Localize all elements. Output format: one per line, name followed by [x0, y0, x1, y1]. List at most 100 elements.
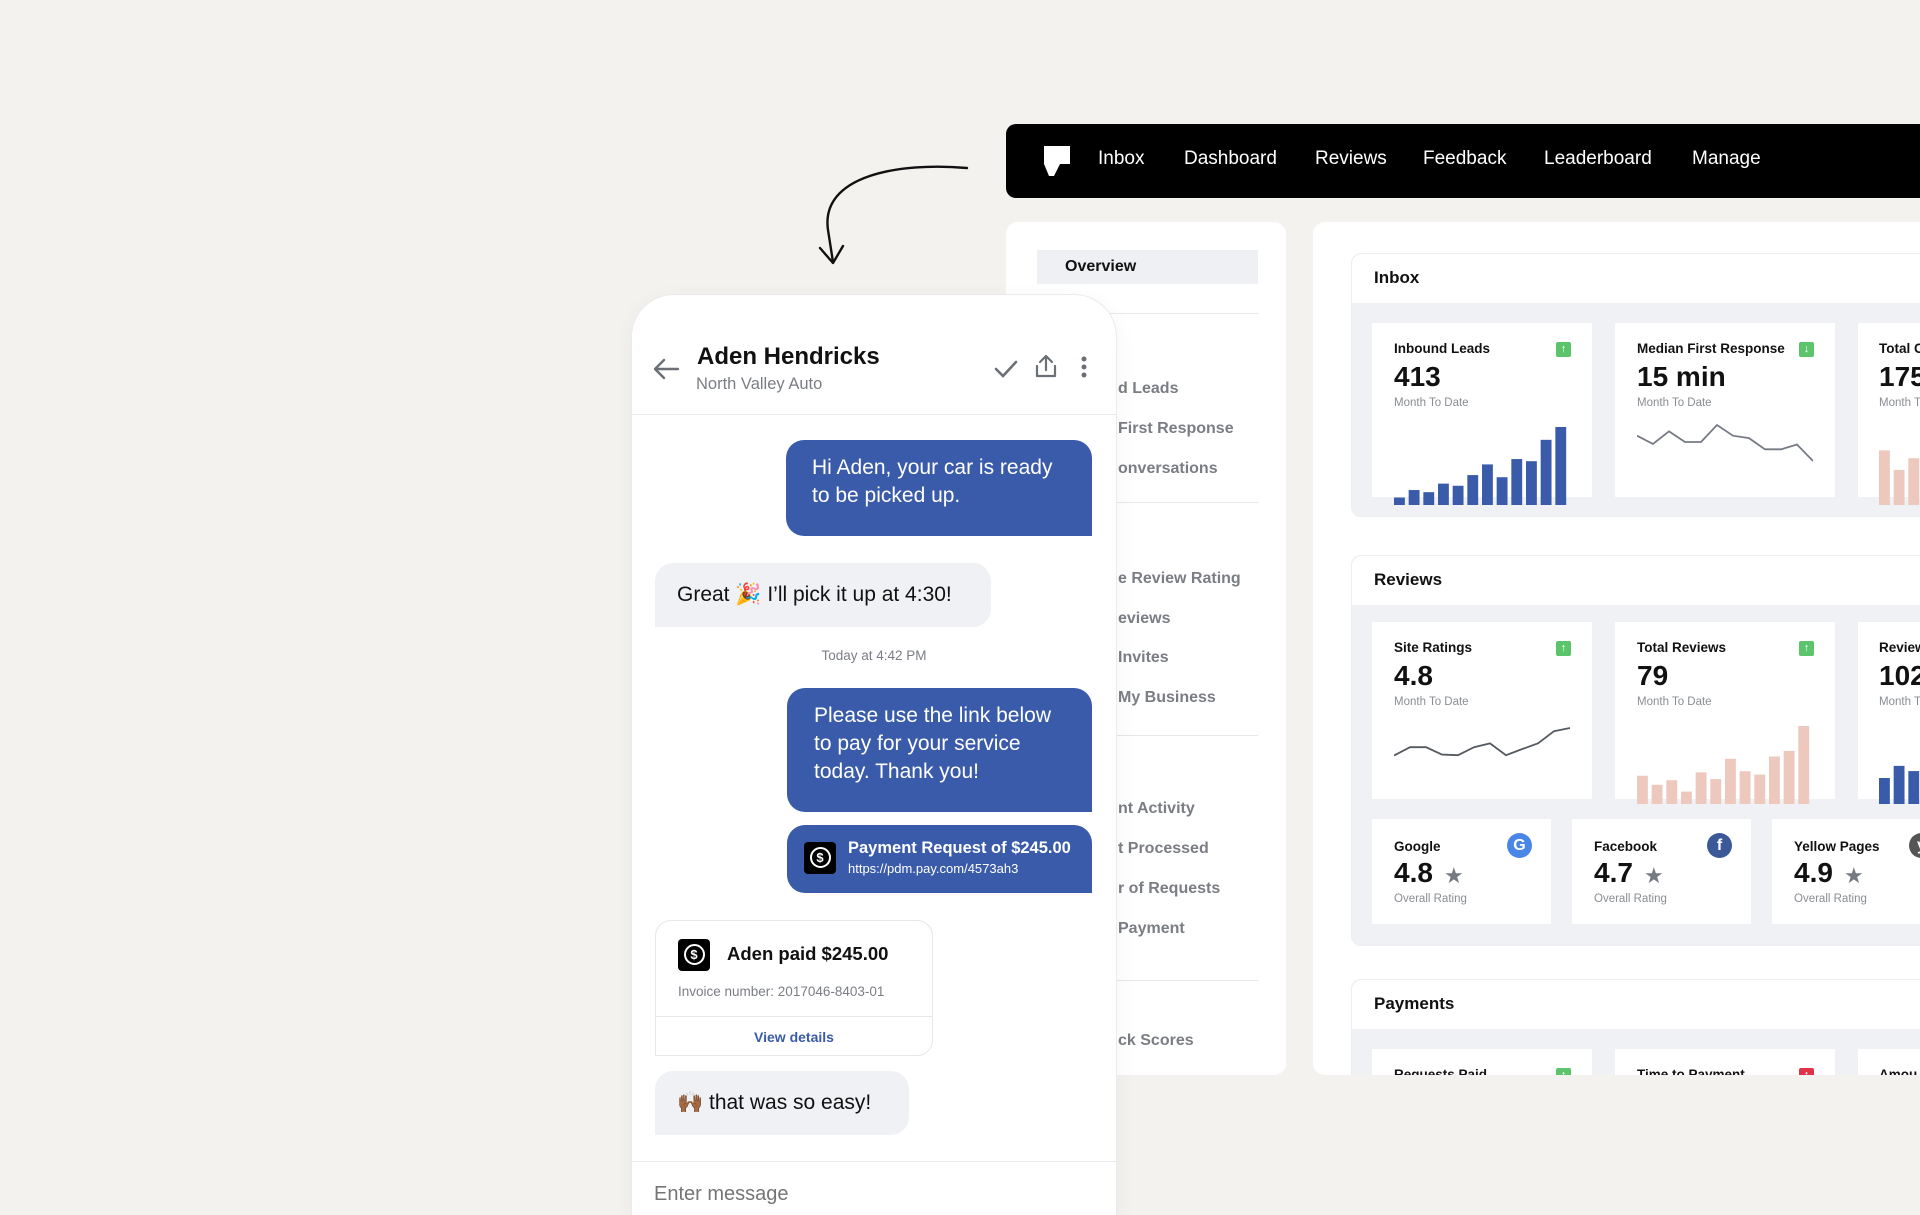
metric-title: Median First Response	[1637, 341, 1785, 356]
sparkline	[1394, 427, 1567, 505]
share-icon[interactable]	[1035, 353, 1057, 379]
spark-bar	[1783, 750, 1795, 804]
spark-bar	[1408, 490, 1420, 505]
view-details-link[interactable]: View details	[754, 1029, 834, 1045]
metric-card-inbound-leads[interactable]: Inbound Leads ↑ 413 Month To Date	[1372, 323, 1592, 505]
spark-bar	[1467, 475, 1479, 505]
podium-logo-icon[interactable]	[1044, 146, 1070, 176]
trend-up-icon: ↑	[1556, 342, 1571, 357]
checkmark-icon[interactable]	[994, 359, 1018, 379]
section-title: Reviews	[1352, 556, 1920, 605]
metric-card-time-to-payment[interactable]: Time to Payment ↑	[1615, 1049, 1835, 1075]
star-icon: ★	[1444, 863, 1464, 888]
message-timestamp: Today at 4:42 PM	[821, 648, 927, 663]
section-title: Inbox	[1352, 254, 1920, 303]
nav-feedback[interactable]: Feedback	[1423, 148, 1507, 169]
divider	[632, 1161, 1116, 1162]
payment-link[interactable]: https://pdm.pay.com/4573ah3	[848, 861, 1019, 876]
spark-bar	[1769, 756, 1780, 804]
sidebar-item[interactable]: My Business	[1118, 689, 1216, 706]
sidebar-item[interactable]: t Processed	[1118, 840, 1209, 857]
spark-bar	[1798, 726, 1810, 804]
rating-card-yellow-pages[interactable]: Yellow Pages y 4.9 ★ Overall Rating	[1772, 819, 1920, 924]
sidebar-item[interactable]: Payment	[1118, 920, 1185, 937]
sidebar-item[interactable]: Invites	[1118, 649, 1169, 666]
metric-card-amount[interactable]: Amou	[1858, 1049, 1920, 1075]
rating-card-google[interactable]: Google G 4.8 ★ Overall Rating	[1372, 819, 1551, 924]
trend-down-icon: ↓	[1799, 342, 1814, 357]
sidebar-item[interactable]: onversations	[1118, 460, 1218, 477]
metric-card-median-first-response[interactable]: Median First Response ↓ 15 min Month To …	[1615, 323, 1835, 497]
payment-request-title: Payment Request of $245.00	[848, 839, 1071, 857]
metric-value: 4.8	[1394, 660, 1433, 691]
spark-bar	[1681, 791, 1692, 804]
sparkline	[1879, 450, 1920, 505]
source-name: Facebook	[1594, 839, 1658, 854]
spark-bar	[1879, 778, 1890, 804]
payment-receipt-card: $ Aden paid $245.00 Invoice number: 2017…	[655, 920, 933, 1056]
sidebar-item[interactable]: e Review Rating	[1118, 570, 1241, 587]
metric-value: 102	[1879, 660, 1920, 691]
curved-arrow-icon	[818, 165, 969, 265]
source-name: Google	[1394, 839, 1441, 854]
nav-dashboard[interactable]: Dashboard	[1184, 148, 1277, 169]
divider	[632, 414, 1116, 415]
metric-card-review-invites[interactable]: Review 102 Month To Date	[1858, 622, 1920, 804]
message-input[interactable]	[654, 1179, 1094, 1209]
spark-bar	[1482, 464, 1493, 505]
metric-card-total-reviews[interactable]: Total Reviews ↑ 79 Month To Date	[1615, 622, 1835, 804]
nav-inbox[interactable]: Inbox	[1098, 148, 1145, 169]
metric-title: Amou	[1879, 1067, 1918, 1075]
divider	[656, 1016, 932, 1017]
metric-subtitle: Month To Date	[1394, 696, 1469, 708]
sidebar-item[interactable]: nt Activity	[1118, 800, 1195, 817]
spark-bar	[1754, 774, 1766, 804]
spark-bar	[1511, 459, 1523, 505]
message-outgoing: Please use the link below to pay for you…	[787, 688, 1092, 812]
rating-card-facebook[interactable]: Facebook f 4.7 ★ Overall Rating	[1572, 819, 1751, 924]
spark-bar	[1394, 497, 1405, 505]
sidebar-item-overview[interactable]: Overview	[1037, 250, 1258, 284]
top-nav-bar: Inbox Dashboard Reviews Feedback Leaderb…	[1006, 124, 1920, 198]
metric-value: 175	[1879, 361, 1920, 392]
nav-manage[interactable]: Manage	[1692, 148, 1761, 169]
metric-card-site-ratings[interactable]: Site Ratings ↑ 4.8 Month To Date	[1372, 622, 1592, 799]
metric-title: Time to Payment	[1637, 1067, 1745, 1075]
metric-card-requests-paid[interactable]: Requests Paid ↑	[1372, 1049, 1592, 1075]
spark-bar	[1695, 772, 1707, 804]
sidebar-item[interactable]: First Response	[1118, 420, 1234, 437]
sidebar-item[interactable]: ck Scores	[1118, 1032, 1194, 1049]
metric-card-total-conversations[interactable]: Total C 175 Month To Date	[1858, 323, 1920, 505]
sidebar-item[interactable]: r of Requests	[1118, 880, 1221, 897]
spark-bar	[1651, 784, 1663, 804]
sidebar-item[interactable]: eviews	[1118, 610, 1171, 627]
metric-subtitle: Month To Date	[1637, 397, 1712, 409]
more-options-icon[interactable]	[1080, 355, 1088, 379]
nav-reviews[interactable]: Reviews	[1315, 148, 1387, 169]
metric-title: Total C	[1879, 341, 1920, 356]
metric-subtitle: Month To Date	[1879, 397, 1920, 409]
yellow-pages-icon: y	[1909, 833, 1920, 858]
source-rating: 4.9	[1794, 857, 1833, 888]
spark-bar	[1452, 485, 1464, 505]
nav-leaderboard[interactable]: Leaderboard	[1544, 148, 1652, 169]
section-title: Payments	[1352, 980, 1920, 1029]
trend-up-icon: ↑	[1799, 1068, 1814, 1075]
sidebar-item[interactable]: d Leads	[1118, 380, 1179, 397]
star-icon: ★	[1644, 863, 1664, 888]
star-icon: ★	[1844, 863, 1864, 888]
spark-bar	[1879, 450, 1890, 505]
source-subtitle: Overall Rating	[1394, 893, 1467, 905]
back-arrow-icon[interactable]	[652, 357, 680, 381]
message-incoming: 🙌🏾 that was so easy!	[655, 1071, 909, 1135]
payment-request-message[interactable]: $ Payment Request of $245.00 https://pdm…	[787, 825, 1092, 893]
chat-phone: Aden Hendricks North Valley Auto Hi Aden…	[632, 295, 1116, 1215]
metric-title: Total Reviews	[1637, 640, 1727, 655]
divider	[1037, 502, 1258, 503]
metric-value: 15 min	[1637, 361, 1726, 392]
sparkline	[1879, 765, 1920, 804]
contact-name: Aden Hendricks	[697, 343, 880, 370]
metric-subtitle: Month To Date	[1394, 397, 1469, 409]
dollar-icon: $	[678, 939, 710, 971]
metric-value: 413	[1394, 361, 1441, 392]
